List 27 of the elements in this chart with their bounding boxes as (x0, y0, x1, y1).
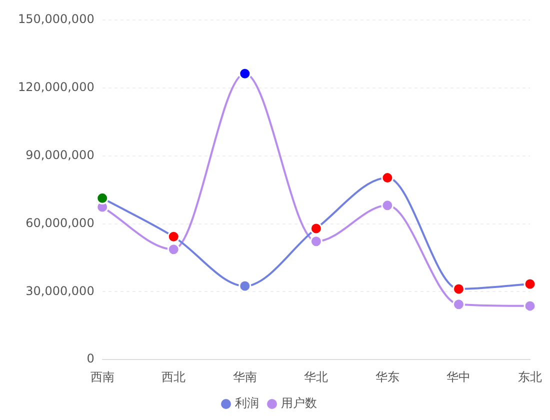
point (238, 280, 252, 292)
point (381, 199, 394, 212)
x-tick-label: 西南 (90, 370, 114, 384)
x-tick-label: 华中 (446, 370, 471, 384)
y-tick-label: 120,000,000 (18, 80, 94, 94)
x-tick-label: 华北 (304, 370, 328, 384)
point (524, 278, 536, 290)
y-tick-label: 90,000,000 (26, 148, 94, 162)
legend-label: 利润 (235, 396, 259, 410)
y-tick-label: 0 (86, 352, 94, 366)
x-tick-label: 西北 (162, 370, 186, 384)
y-tick-label: 150,000,000 (18, 12, 94, 26)
point (452, 298, 465, 311)
point (96, 192, 109, 204)
x-tick-label: 东北 (518, 370, 542, 384)
point (452, 282, 465, 296)
y-tick-label: 30,000,000 (26, 284, 94, 298)
point (524, 300, 536, 312)
x-tick-label: 华东 (375, 370, 400, 384)
y-tick-label: 60,000,000 (26, 216, 94, 230)
point (167, 243, 180, 256)
point (310, 222, 322, 235)
point (167, 230, 180, 243)
point (238, 67, 252, 80)
x-tick-label: 华南 (232, 370, 257, 384)
legend-label: 用户数 (281, 396, 317, 410)
point (310, 235, 322, 248)
